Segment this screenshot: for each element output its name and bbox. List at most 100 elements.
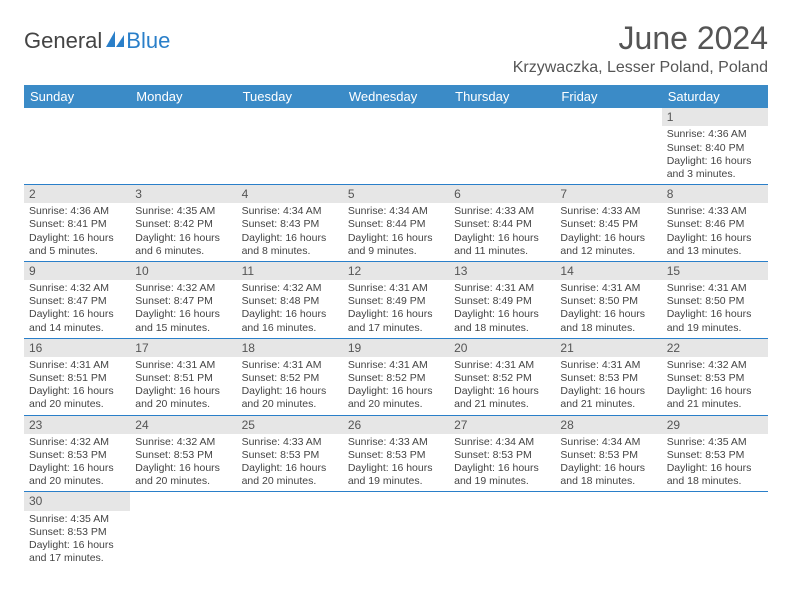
day-line-ss: Sunset: 8:46 PM: [667, 218, 763, 231]
calendar-cell: [449, 108, 555, 184]
day-line-d1: Daylight: 16 hours: [348, 462, 444, 475]
day-line-sr: Sunrise: 4:31 AM: [348, 282, 444, 295]
day-number: 5: [343, 185, 449, 203]
day-line-ss: Sunset: 8:53 PM: [560, 449, 656, 462]
day-line-ss: Sunset: 8:44 PM: [348, 218, 444, 231]
day-line-d1: Daylight: 16 hours: [348, 308, 444, 321]
day-line-d1: Daylight: 16 hours: [135, 308, 231, 321]
day-line-d1: Daylight: 16 hours: [667, 232, 763, 245]
day-line-sr: Sunrise: 4:31 AM: [135, 359, 231, 372]
calendar-row: 16Sunrise: 4:31 AMSunset: 8:51 PMDayligh…: [24, 338, 768, 415]
calendar-cell: 9Sunrise: 4:32 AMSunset: 8:47 PMDaylight…: [24, 261, 130, 338]
day-line-sr: Sunrise: 4:31 AM: [454, 359, 550, 372]
day-number: 9: [24, 262, 130, 280]
day-line-ss: Sunset: 8:53 PM: [454, 449, 550, 462]
day-line-sr: Sunrise: 4:34 AM: [560, 436, 656, 449]
day-number: 6: [449, 185, 555, 203]
calendar-cell: 15Sunrise: 4:31 AMSunset: 8:50 PMDayligh…: [662, 261, 768, 338]
calendar-cell: 10Sunrise: 4:32 AMSunset: 8:47 PMDayligh…: [130, 261, 236, 338]
weekday-header: Friday: [555, 85, 661, 108]
day-line-ss: Sunset: 8:47 PM: [29, 295, 125, 308]
brand-part1: General: [24, 28, 102, 54]
day-line-sr: Sunrise: 4:32 AM: [135, 436, 231, 449]
day-line-d1: Daylight: 16 hours: [560, 232, 656, 245]
day-line-d2: and 6 minutes.: [135, 245, 231, 258]
day-details: Sunrise: 4:34 AMSunset: 8:43 PMDaylight:…: [237, 203, 343, 261]
day-line-sr: Sunrise: 4:31 AM: [242, 359, 338, 372]
day-line-ss: Sunset: 8:53 PM: [348, 449, 444, 462]
calendar-cell: 4Sunrise: 4:34 AMSunset: 8:43 PMDaylight…: [237, 184, 343, 261]
day-line-d1: Daylight: 16 hours: [29, 462, 125, 475]
day-line-d1: Daylight: 16 hours: [667, 155, 763, 168]
day-line-ss: Sunset: 8:44 PM: [454, 218, 550, 231]
day-line-sr: Sunrise: 4:31 AM: [454, 282, 550, 295]
calendar-row: 23Sunrise: 4:32 AMSunset: 8:53 PMDayligh…: [24, 415, 768, 492]
day-line-d2: and 20 minutes.: [348, 398, 444, 411]
day-details: Sunrise: 4:33 AMSunset: 8:53 PMDaylight:…: [343, 434, 449, 492]
day-line-d1: Daylight: 16 hours: [135, 232, 231, 245]
day-number: 19: [343, 339, 449, 357]
calendar-cell: 5Sunrise: 4:34 AMSunset: 8:44 PMDaylight…: [343, 184, 449, 261]
calendar-cell: 28Sunrise: 4:34 AMSunset: 8:53 PMDayligh…: [555, 415, 661, 492]
day-line-d2: and 3 minutes.: [667, 168, 763, 181]
day-number: 30: [24, 492, 130, 510]
day-details: Sunrise: 4:35 AMSunset: 8:42 PMDaylight:…: [130, 203, 236, 261]
calendar-cell: 14Sunrise: 4:31 AMSunset: 8:50 PMDayligh…: [555, 261, 661, 338]
day-line-d2: and 12 minutes.: [560, 245, 656, 258]
day-line-d1: Daylight: 16 hours: [29, 539, 125, 552]
day-details: Sunrise: 4:32 AMSunset: 8:47 PMDaylight:…: [130, 280, 236, 338]
day-line-d2: and 18 minutes.: [560, 322, 656, 335]
day-details: Sunrise: 4:33 AMSunset: 8:53 PMDaylight:…: [237, 434, 343, 492]
day-line-d1: Daylight: 16 hours: [560, 308, 656, 321]
day-number: 29: [662, 416, 768, 434]
day-number: 17: [130, 339, 236, 357]
weekday-header-row: Sunday Monday Tuesday Wednesday Thursday…: [24, 85, 768, 108]
calendar-cell: 21Sunrise: 4:31 AMSunset: 8:53 PMDayligh…: [555, 338, 661, 415]
day-line-sr: Sunrise: 4:33 AM: [454, 205, 550, 218]
day-number: 24: [130, 416, 236, 434]
day-line-ss: Sunset: 8:50 PM: [667, 295, 763, 308]
day-line-d1: Daylight: 16 hours: [242, 308, 338, 321]
day-line-d1: Daylight: 16 hours: [667, 385, 763, 398]
day-line-sr: Sunrise: 4:33 AM: [560, 205, 656, 218]
day-number: 23: [24, 416, 130, 434]
calendar-cell: 6Sunrise: 4:33 AMSunset: 8:44 PMDaylight…: [449, 184, 555, 261]
day-line-ss: Sunset: 8:53 PM: [135, 449, 231, 462]
day-line-d2: and 19 minutes.: [667, 322, 763, 335]
day-details: Sunrise: 4:31 AMSunset: 8:52 PMDaylight:…: [237, 357, 343, 415]
day-line-d2: and 20 minutes.: [135, 475, 231, 488]
day-details: Sunrise: 4:31 AMSunset: 8:51 PMDaylight:…: [130, 357, 236, 415]
day-details: Sunrise: 4:36 AMSunset: 8:41 PMDaylight:…: [24, 203, 130, 261]
day-number: 22: [662, 339, 768, 357]
calendar-cell: 11Sunrise: 4:32 AMSunset: 8:48 PMDayligh…: [237, 261, 343, 338]
day-line-d2: and 19 minutes.: [348, 475, 444, 488]
day-number: 10: [130, 262, 236, 280]
calendar-cell: [130, 108, 236, 184]
day-line-d2: and 15 minutes.: [135, 322, 231, 335]
day-details: Sunrise: 4:33 AMSunset: 8:45 PMDaylight:…: [555, 203, 661, 261]
sail-icon: [104, 29, 126, 54]
day-line-sr: Sunrise: 4:35 AM: [667, 436, 763, 449]
calendar-cell: [237, 492, 343, 568]
calendar-cell: [555, 492, 661, 568]
day-details: Sunrise: 4:34 AMSunset: 8:53 PMDaylight:…: [555, 434, 661, 492]
calendar-cell: 19Sunrise: 4:31 AMSunset: 8:52 PMDayligh…: [343, 338, 449, 415]
weekday-header: Sunday: [24, 85, 130, 108]
day-line-d2: and 19 minutes.: [454, 475, 550, 488]
calendar-cell: 26Sunrise: 4:33 AMSunset: 8:53 PMDayligh…: [343, 415, 449, 492]
day-line-ss: Sunset: 8:48 PM: [242, 295, 338, 308]
day-line-sr: Sunrise: 4:32 AM: [667, 359, 763, 372]
day-number: 1: [662, 108, 768, 126]
calendar-cell: 27Sunrise: 4:34 AMSunset: 8:53 PMDayligh…: [449, 415, 555, 492]
calendar-cell: [237, 108, 343, 184]
day-number: 13: [449, 262, 555, 280]
day-number: 11: [237, 262, 343, 280]
day-details: Sunrise: 4:32 AMSunset: 8:53 PMDaylight:…: [662, 357, 768, 415]
day-line-ss: Sunset: 8:53 PM: [29, 449, 125, 462]
weekday-header: Saturday: [662, 85, 768, 108]
day-line-sr: Sunrise: 4:31 AM: [560, 282, 656, 295]
page-title: June 2024: [513, 20, 768, 57]
day-number: 26: [343, 416, 449, 434]
calendar-cell: 20Sunrise: 4:31 AMSunset: 8:52 PMDayligh…: [449, 338, 555, 415]
calendar-cell: [662, 492, 768, 568]
